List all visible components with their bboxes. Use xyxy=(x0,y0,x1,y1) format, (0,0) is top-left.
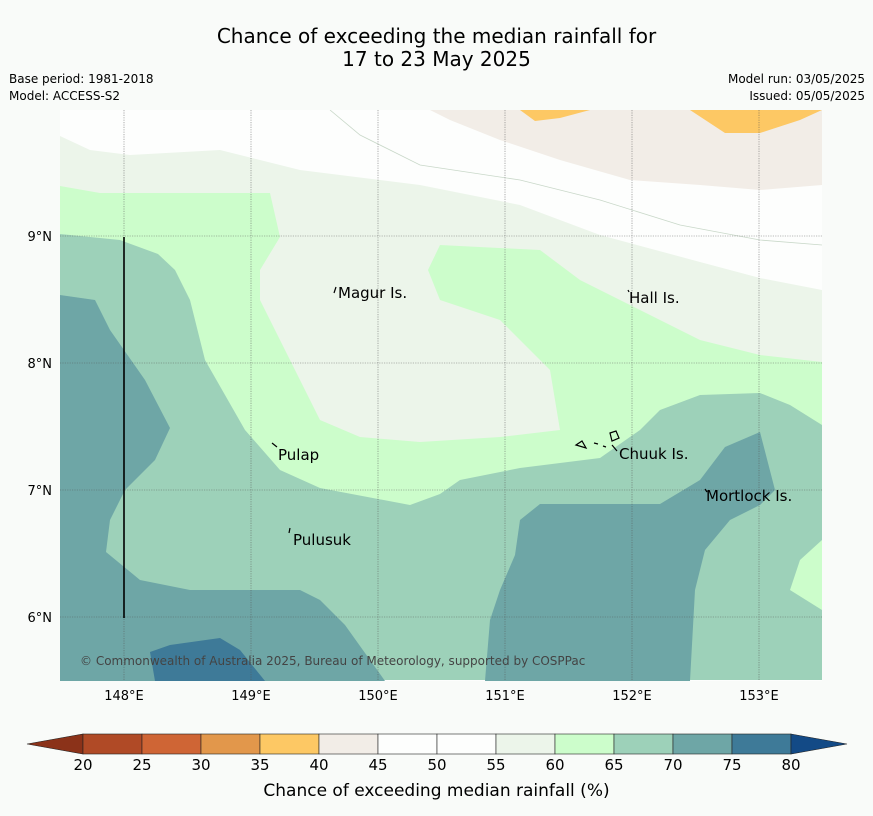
lon-label-151: 151°E xyxy=(485,689,525,704)
island-chuuk-lagoon xyxy=(574,430,620,452)
colorbar-tick-45: 45 xyxy=(368,756,388,774)
colorbar-tick-70: 70 xyxy=(663,756,683,774)
colorbar-tick-50: 50 xyxy=(427,756,447,774)
map-title-line2: 17 to 23 May 2025 xyxy=(342,47,531,71)
place-label-hall: Hall Is. xyxy=(629,289,680,307)
place-label-magur: Magur Is. xyxy=(338,284,407,302)
longitude-labels: 148°E 149°E 150°E 151°E 152°E 153°E xyxy=(104,689,779,704)
island-pulap xyxy=(271,442,278,448)
colorbar-tick-20: 20 xyxy=(73,756,93,774)
colorbar-segment-30-35 xyxy=(200,733,261,755)
place-label-mortlock: Mortlock Is. xyxy=(706,487,792,505)
colorbar-tick-65: 65 xyxy=(604,756,624,774)
colorbar-segment-75-80 xyxy=(731,733,792,755)
lat-label-7: 7°N xyxy=(28,484,53,499)
colorbar-segment-45-50 xyxy=(377,733,438,755)
lon-label-149: 149°E xyxy=(231,689,271,704)
lat-label-9: 9°N xyxy=(28,230,53,245)
colorbar-segment-60-65 xyxy=(554,733,615,755)
island-hall xyxy=(627,289,630,293)
colorbar-segment-25-30 xyxy=(141,733,202,755)
island-outlines xyxy=(271,286,708,534)
map-title-line1: Chance of exceeding the median rainfall … xyxy=(216,24,657,48)
place-label-chuuk: Chuuk Is. xyxy=(619,445,688,463)
colorbar-segments xyxy=(82,733,792,755)
copyright-text: © Commonwealth of Australia 2025, Bureau… xyxy=(80,654,585,668)
latitude-labels: 9°N 8°N 7°N 6°N xyxy=(28,230,53,626)
lon-label-152: 152°E xyxy=(612,689,652,704)
colorbar-tick-75: 75 xyxy=(722,756,742,774)
model-text: Model: ACCESS-S2 xyxy=(9,89,121,103)
island-pulusuk xyxy=(288,527,291,534)
colorbar-over-arrow xyxy=(790,733,848,755)
island-magur xyxy=(333,286,337,294)
colorbar-tick-35: 35 xyxy=(250,756,270,774)
colorbar-segment-65-70 xyxy=(613,733,674,755)
colorbar-label: Chance of exceeding median rainfall (%) xyxy=(263,781,610,801)
contour-band-35-40-b xyxy=(690,110,822,133)
colorbar-tick-60: 60 xyxy=(545,756,565,774)
lon-label-153: 153°E xyxy=(739,689,779,704)
contour-band-70-75-west xyxy=(60,295,385,681)
place-labels: Magur Is. Hall Is. Pulap Chuuk Is. Mortl… xyxy=(278,284,792,549)
colorbar-tick-80: 80 xyxy=(781,756,801,774)
colorbar-under-arrow xyxy=(26,733,84,755)
contour-band-70-75-east xyxy=(485,432,775,681)
island-mortlock xyxy=(704,488,708,493)
contour-band-35-40-a xyxy=(520,110,590,121)
colorbar-segment-20-25 xyxy=(82,733,143,755)
lon-label-150: 150°E xyxy=(358,689,398,704)
lon-label-148: 148°E xyxy=(104,689,144,704)
colorbar-segment-55-60 xyxy=(495,733,556,755)
colorbar-segment-50-55 xyxy=(436,733,497,755)
colorbar-tick-55: 55 xyxy=(486,756,506,774)
colorbar-segment-40-45 xyxy=(318,733,379,755)
place-label-pulap: Pulap xyxy=(278,446,319,464)
colorbar-segment-35-40 xyxy=(259,733,320,755)
colorbar-segment-70-75 xyxy=(672,733,733,755)
place-label-pulusuk: Pulusuk xyxy=(293,531,351,549)
probability-contours xyxy=(60,110,822,681)
base-period-text: Base period: 1981-2018 xyxy=(9,72,154,86)
contour-band-75-80 xyxy=(150,638,265,681)
issued-text: Issued: 05/05/2025 xyxy=(749,89,865,103)
model-run-text: Model run: 03/05/2025 xyxy=(727,72,865,86)
colorbar-tick-25: 25 xyxy=(132,756,152,774)
contour-line-upper xyxy=(329,110,822,246)
colorbar-tick-40: 40 xyxy=(309,756,329,774)
lat-label-8: 8°N xyxy=(28,357,53,372)
colorbar xyxy=(26,733,848,755)
lat-label-6: 6°N xyxy=(28,611,53,626)
colorbar-tick-30: 30 xyxy=(191,756,211,774)
